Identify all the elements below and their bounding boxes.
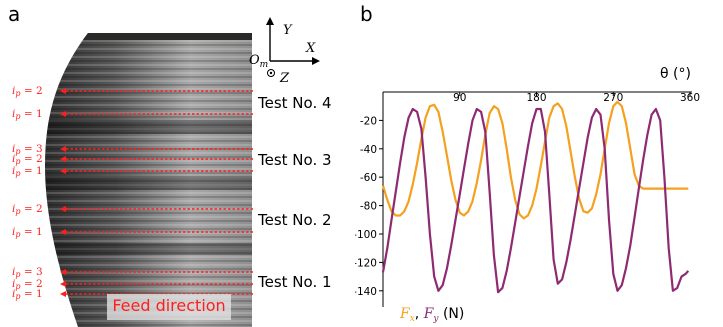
pass-label: ip = 2 [12, 85, 43, 98]
origin-label: Om [249, 53, 268, 70]
y-axis-label: Y [283, 23, 293, 38]
pass-label: ip = 2 [12, 203, 43, 216]
pass-arrowhead [60, 269, 66, 275]
pass-arrowhead [60, 206, 66, 212]
test-label-3: Test No. 3 [257, 151, 332, 169]
panel-a-letter: a [8, 2, 21, 26]
pass-arrowhead [60, 156, 66, 162]
pass-label: ip = 2 [12, 153, 43, 166]
y-tick-label: -100 [355, 229, 377, 241]
pass-arrowhead [60, 168, 66, 174]
panel-b-letter: b [360, 2, 373, 26]
pass-arrowhead [60, 281, 66, 287]
force-chart: 90 180 270 360 -20 -40 -60 -80 -100 -120 -140 θ (°… [355, 66, 700, 324]
feed-direction-box [107, 294, 231, 320]
x-axis-label: X [305, 41, 316, 56]
x-tick-label: 180 [526, 92, 546, 104]
x-tick-label: 270 [603, 92, 623, 104]
y-tick-label: -60 [360, 172, 377, 184]
feed-direction-label: Feed direction [112, 296, 226, 315]
y-axis-title: Fx, Fy (N) [399, 306, 464, 324]
workpiece-figure: Y X Om Z ip = 2ip = 1ip = 3ip = 2ip = 1i… [12, 17, 332, 327]
x-tick-label: 90 [453, 92, 466, 104]
chart-series [381, 100, 690, 294]
coordinate-system: Y X Om Z [249, 17, 320, 86]
pass-label: ip = 3 [12, 143, 43, 156]
pass-arrowhead [60, 146, 66, 152]
pass-label: ip = 1 [12, 108, 43, 121]
x-axis-title: θ (°) [660, 66, 691, 82]
pass-arrowhead [60, 229, 66, 235]
y-tick-label: -20 [360, 115, 377, 127]
chart-axes: 90 180 270 360 -20 -40 -60 -80 -100 -120 -140 [355, 91, 700, 307]
series-line-fy [381, 107, 690, 294]
pass-label: ip = 1 [12, 288, 43, 301]
test-label-4: Test No. 4 [257, 94, 332, 112]
pass-label: ip = 1 [12, 165, 43, 178]
y-tick-label: -40 [360, 144, 377, 156]
pass-arrowhead [60, 88, 66, 94]
y-tick-label: -120 [355, 257, 377, 269]
test-label-1: Test No. 1 [257, 273, 332, 291]
y-tick-label: -80 [360, 201, 377, 213]
pass-label: ip = 3 [12, 266, 43, 279]
x-tick-label: 360 [680, 92, 700, 104]
workpiece-photo [45, 33, 252, 327]
pass-label: ip = 2 [12, 278, 43, 291]
test-label-2: Test No. 2 [257, 211, 332, 229]
pass-arrowhead [60, 111, 66, 117]
pass-annotations: ip = 2ip = 1ip = 3ip = 2ip = 1ip = 2ip =… [12, 85, 255, 301]
pass-label: ip = 1 [12, 226, 43, 239]
z-axis-label: Z [279, 71, 290, 86]
pass-arrowhead [60, 291, 66, 297]
y-tick-label: -140 [355, 286, 377, 298]
